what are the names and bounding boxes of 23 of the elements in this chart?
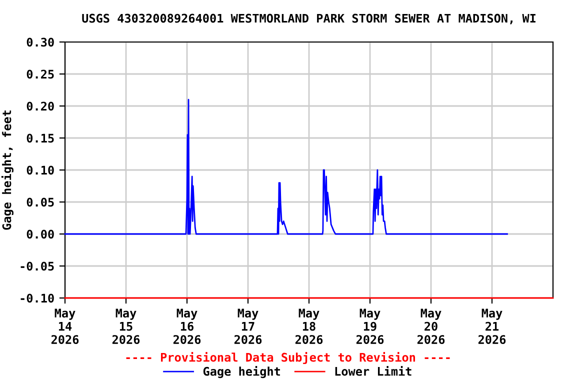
y-tick-label: 0.30: [26, 38, 54, 47]
legend-label: Lower Limit: [335, 366, 412, 376]
y-tick-label: 0.10: [26, 166, 54, 175]
x-tick-label: May 16 2026: [173, 308, 201, 344]
legend-label: Gage height: [203, 366, 280, 378]
text: ---- Provisional Data Subject to Revision ----: [126, 352, 450, 364]
y-axis-title: Gage height, feet: [1, 110, 14, 230]
chart-title: USGS 430320089264001 WESTMORLAND PARK STORM SEWER AT MADISON, WI: [82, 14, 536, 24]
y-tick-label: -0.10: [20, 294, 54, 303]
x-tick-label: May 19 2026: [356, 308, 384, 344]
y-tick-label: 0.20: [26, 102, 54, 111]
y-tick-label: 0.05: [26, 198, 54, 207]
x-tick-label: May 18 2026: [295, 308, 323, 344]
x-tick-label: May 15 2026: [112, 308, 140, 344]
y-tick-label: -0.05: [20, 262, 54, 271]
x-tick-label: May 20 2026: [417, 308, 445, 344]
x-tick-label: May 21 2026: [478, 308, 506, 344]
y-tick-label: 0.25: [26, 70, 54, 79]
line-series: [64, 98, 508, 235]
x-tick-label: May 17 2026: [234, 308, 262, 344]
y-tick-label: 0.00: [26, 230, 54, 239]
y-tick-label: 0.15: [26, 134, 54, 143]
x-tick-label: May 14 2026: [51, 308, 79, 344]
